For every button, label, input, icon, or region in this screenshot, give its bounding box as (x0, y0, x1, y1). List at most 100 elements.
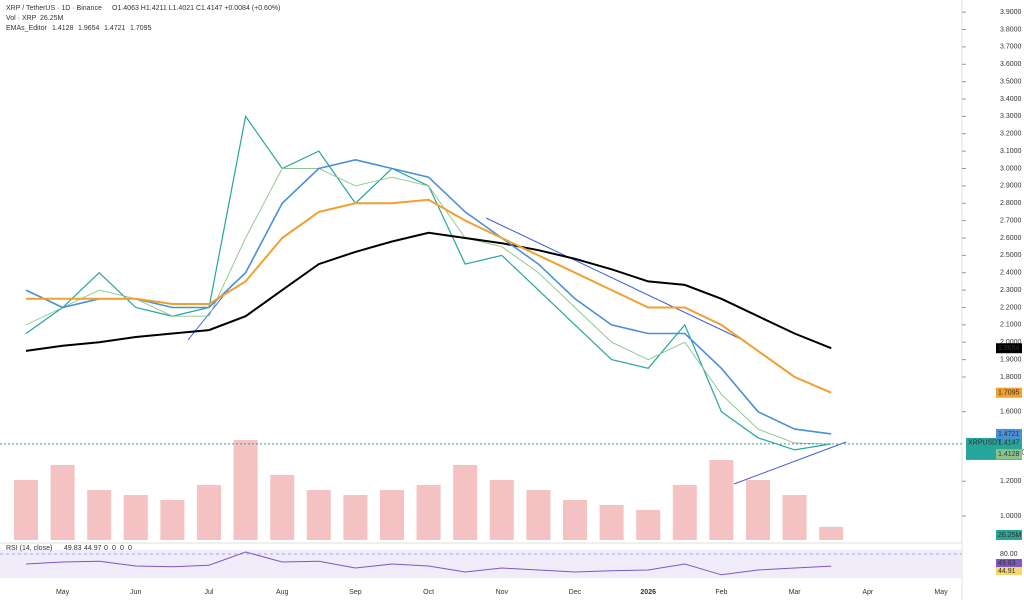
volume-bar (160, 500, 185, 540)
volume-badge (996, 530, 1022, 540)
badge-value: 1.9654 (998, 345, 1020, 352)
volume-bar (782, 495, 807, 540)
x-tick-label: May (56, 589, 70, 596)
value-badge (996, 343, 1022, 354)
volume-bar (270, 475, 295, 540)
rsi-badge (996, 567, 1022, 575)
volume-bar (50, 465, 75, 540)
value-badge (996, 387, 1022, 398)
chart-title: XRP / TetherUS · 1D · Binance (6, 5, 102, 12)
x-tick-label: May (934, 589, 948, 596)
volume-bar (819, 526, 844, 540)
rsi-badge-value: 49.83 (998, 560, 1016, 567)
y-tick-label: 2.0000 (1000, 339, 1022, 346)
volume-badge-value: 26.25M (998, 532, 1022, 539)
badge-value: 1.7095 (998, 390, 1020, 397)
x-tick-label: Jul (205, 589, 214, 596)
value-badge (996, 428, 1022, 439)
rsi-badge-value: 44.91 (998, 568, 1016, 575)
y-tick-label: 2.3000 (1000, 287, 1022, 294)
y-tick-label: 3.2000 (1000, 131, 1022, 138)
volume-bar (343, 495, 368, 540)
x-tick-label: Jun (130, 589, 141, 596)
volume-bar (416, 485, 441, 540)
x-tick-label: Nov (496, 589, 509, 596)
y-tick-label: 3.0000 (1000, 165, 1022, 172)
rsi-legend-value: 0 (128, 545, 132, 552)
volume-bar (380, 490, 404, 540)
rsi-legend-value: 0 (120, 545, 124, 552)
x-tick-label: Mar (789, 589, 802, 596)
badge-symbol: XRPUSDT (968, 440, 1002, 447)
y-tick-label: 3.1000 (1000, 148, 1022, 155)
y-tick-label: 1.9000 (1000, 356, 1022, 363)
rsi-title: RSI (14, close) (6, 545, 52, 552)
badge-price: 1.4147 (998, 440, 1020, 447)
volume-bar (123, 495, 148, 540)
legend-value: 1.4721 (104, 25, 126, 32)
y-tick-label: 2.8000 (1000, 200, 1022, 207)
rsi-band (0, 550, 962, 578)
x-tick-label: Feb (715, 589, 727, 596)
x-tick-label: Oct (423, 589, 434, 596)
ema-line (25, 158, 832, 435)
y-tick-label: 1.2000 (1000, 478, 1022, 485)
volume-bar (709, 460, 734, 540)
legend-value: 1.7095 (130, 25, 152, 32)
y-tick-label: 3.9000 (1000, 9, 1022, 16)
volume-title: Vol · XRP (6, 15, 37, 22)
ohlc-text: O1.4063 H1.4211 L1.4021 C1.4147 +0.0084 … (112, 5, 280, 12)
rsi-legend-value: 0 (112, 545, 116, 552)
volume-bar (14, 480, 38, 540)
volume-bar (306, 490, 331, 540)
x-tick-label: Apr (862, 589, 874, 596)
y-tick-label: 2.6000 (1000, 235, 1022, 242)
volume-bar (526, 490, 551, 540)
volume-bar (636, 510, 661, 540)
y-tick-label: 3.8000 (1000, 26, 1022, 33)
rsi-line (25, 551, 832, 576)
badge-value: 1.4128 (998, 451, 1020, 458)
badge-value: 1.4721 (998, 431, 1020, 438)
volume-bar (489, 480, 514, 540)
x-tick-label: 2026 (640, 589, 656, 596)
rsi-legend-value: 49.83 (64, 545, 82, 552)
y-tick-label: 2.7000 (1000, 217, 1022, 224)
volume-bar (563, 500, 587, 540)
y-tick-label: 3.6000 (1000, 61, 1022, 68)
trendline (733, 441, 847, 485)
indicator-title: EMAs_Editor (6, 25, 48, 32)
trendline (485, 217, 746, 342)
y-tick-label: 2.5000 (1000, 252, 1022, 259)
y-tick-label: 2.2000 (1000, 304, 1022, 311)
volume-bar (599, 505, 624, 540)
ema-line (25, 168, 832, 445)
rsi-badge (996, 559, 1022, 567)
ema-line (25, 231, 832, 352)
y-tick-label: 1.6000 (1000, 409, 1022, 416)
legend-value: 1.9654 (78, 25, 100, 32)
ema-line (26, 198, 832, 394)
x-tick-label: Dec (569, 589, 582, 596)
y-tick-label: 3.5000 (1000, 78, 1022, 85)
y-tick-label: 2.9000 (1000, 183, 1022, 190)
volume-bar (672, 485, 697, 540)
volume-bar (746, 480, 770, 540)
rsi-legend-value: 44.97 (84, 545, 102, 552)
y-tick-label: 80.00 (1000, 551, 1018, 558)
y-tick-label: 3.3000 (1000, 113, 1022, 120)
y-tick-label: 1.0000 (1000, 513, 1022, 520)
volume-bar (87, 490, 112, 540)
volume-bar (197, 485, 221, 540)
x-tick-label: Sep (349, 589, 362, 596)
x-tick-label: Aug (276, 589, 289, 596)
y-tick-label: 2.4000 (1000, 270, 1022, 277)
y-tick-label: 3.4000 (1000, 96, 1022, 103)
value-badge (996, 449, 1022, 460)
y-tick-label: 2.1000 (1000, 322, 1022, 329)
volume-bar (453, 465, 478, 540)
y-tick-label: 3.7000 (1000, 44, 1022, 51)
rsi-legend-value: 0 (104, 545, 108, 552)
volume-bar (233, 440, 258, 540)
